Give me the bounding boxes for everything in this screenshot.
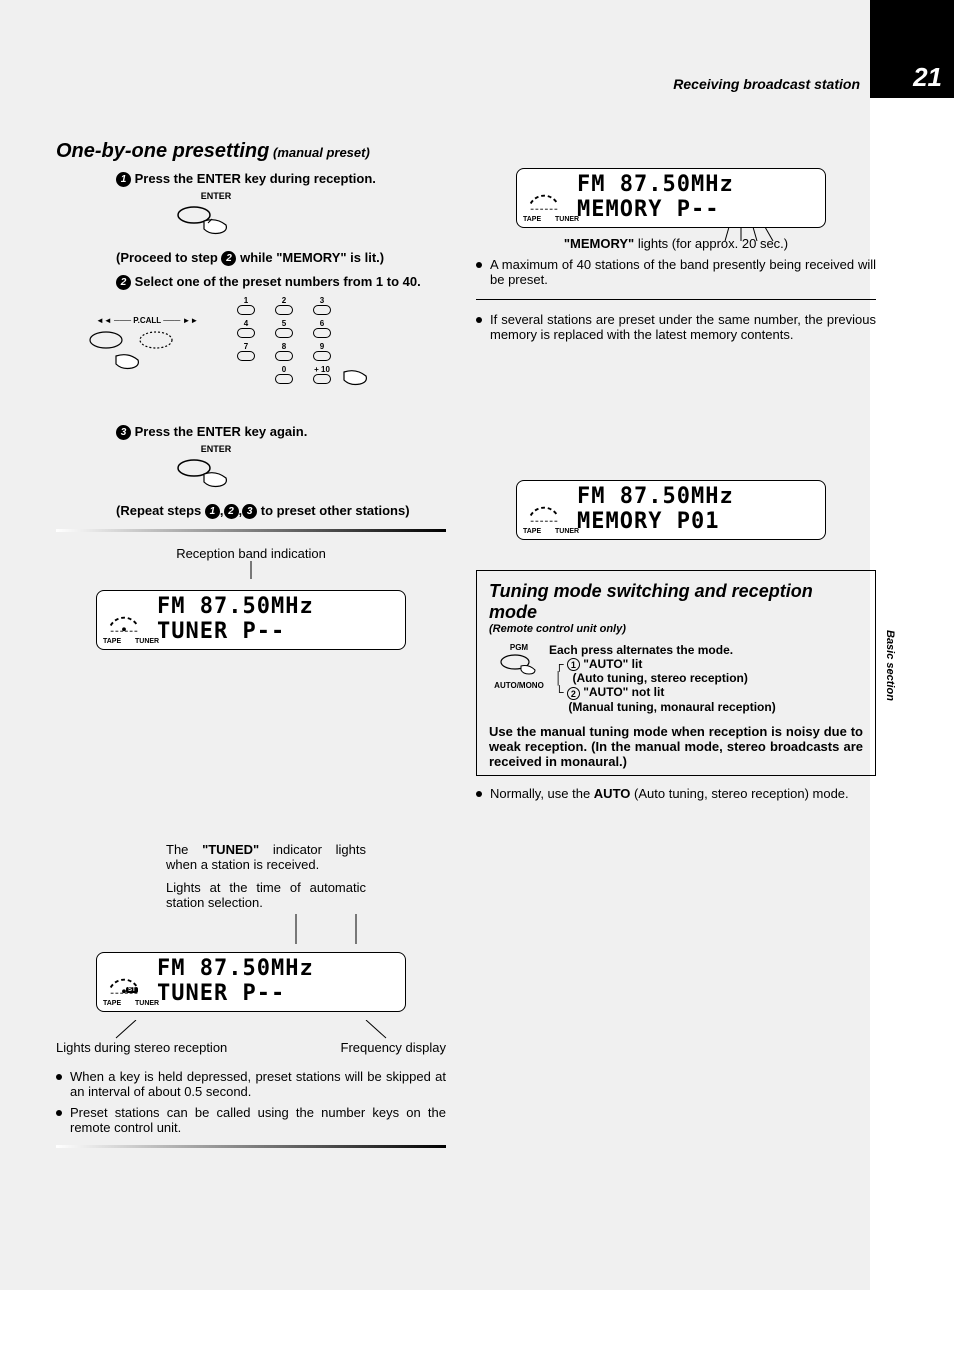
keypad-illustration: 1 2 3 4 5 6 7 8 9 0 + 10 (236, 296, 446, 384)
memory-note: "MEMORY" lights (for approx. 20 sec.) (476, 236, 876, 251)
lcd2-tuner-label: TUNER (135, 1000, 159, 1007)
lcd-display-memory-p01: FM 87.50MHz MEMORY P01 TAPE TUNER (516, 480, 826, 540)
repeat-note: (Repeat steps 1,2,3 to preset other stat… (116, 503, 446, 519)
step-1-text: Press the ENTER key during reception. (135, 171, 376, 186)
lcd2-line-1: FM 87.50MHz (157, 956, 314, 981)
divider-gradient-2 (56, 1145, 446, 1148)
left-column: One-by-one presetting (manual preset) 1 … (56, 140, 446, 1148)
step-2-number: 2 (116, 275, 131, 290)
step-2-text: Select one of the preset numbers from 1 … (135, 274, 421, 289)
lcd-tuner-label: TUNER (135, 638, 159, 645)
step-1-number: 1 (116, 172, 131, 187)
lcd-display-2: ST FM 87.50MHz TUNER P-- TAPE TUNER (96, 952, 406, 1012)
side-section-label: Basic section (884, 630, 896, 701)
lcd-display-1: FM 87.50MHz TUNER P-- TAPE TUNER (96, 590, 406, 650)
lcd-display-memory: FM 87.50MHz MEMORY P-- TAPE TUNER (516, 168, 826, 228)
lcdp-line-2: MEMORY P01 (577, 509, 719, 534)
enter-button-illustration-2 (176, 454, 256, 497)
right-bullet-1: A maximum of 40 stations of the band pre… (476, 257, 876, 287)
enter-label-1: ENTER (176, 191, 256, 201)
tuning-subtitle: (Remote control unit only) (489, 623, 863, 635)
tuning-mode-box: Tuning mode switching and reception mode… (476, 570, 876, 776)
pcall-label: ◄◄ ─── P.CALL ─── ►► (96, 316, 198, 325)
lcd2-line-2: TUNER P-- (157, 981, 285, 1006)
pcall-buttons-illustration (86, 328, 196, 381)
pgm-button-illustration: PGM AUTO/MONO (489, 643, 549, 714)
ref-step-2: 2 (221, 251, 236, 266)
lcd-tape-label: TAPE (103, 638, 121, 645)
divider-gradient-1 (56, 529, 446, 532)
stereo-annotation: Lights during stereo reception (56, 1040, 227, 1055)
mode-description: Each press alternates the mode. ┌ 1 "AUT… (549, 643, 863, 714)
tuning-title: Tuning mode switching and reception mode (489, 581, 863, 623)
frequency-annotation: Frequency display (341, 1040, 447, 1055)
display-1-caption: Reception band indication (56, 546, 446, 561)
left-bullet-1: When a key is held depressed, preset sta… (56, 1069, 446, 1099)
divider-line (476, 299, 876, 300)
lcdm-line-2: MEMORY P-- (577, 197, 719, 222)
lcdm-line-1: FM 87.50MHz (577, 172, 734, 197)
lcd-line-1: FM 87.50MHz (157, 594, 314, 619)
header-title: Receiving broadcast station (673, 76, 860, 92)
step-3-text: Press the ENTER key again. (135, 424, 308, 439)
tuning-notice: Use the manual tuning mode when receptio… (489, 724, 863, 769)
title-sub: (manual preset) (273, 145, 370, 160)
lcd-line-2: TUNER P-- (157, 619, 285, 644)
step-3-number: 3 (116, 425, 131, 440)
auto-mode-bullet: Normally, use the AUTO (Auto tuning, ste… (476, 786, 876, 801)
right-bullet-2: If several stations are preset under the… (476, 312, 876, 342)
step-1: 1 Press the ENTER key during reception. (116, 171, 446, 187)
page-number: 21 (913, 62, 942, 93)
step-1-note: (Proceed to step 2 while "MEMORY" is lit… (116, 250, 446, 266)
auto-callout: Lights at the time of automatic station … (166, 880, 366, 910)
enter-label-2: ENTER (176, 444, 256, 454)
step-2: 2 Select one of the preset numbers from … (116, 274, 446, 290)
lcdp-line-1: FM 87.50MHz (577, 484, 734, 509)
section-title: One-by-one presetting (manual preset) (56, 140, 446, 163)
st-badge: ST (126, 987, 138, 993)
title-main: One-by-one presetting (56, 140, 269, 162)
lcd2-tape-label: TAPE (103, 1000, 121, 1007)
step-3: 3 Press the ENTER key again. (116, 424, 446, 440)
enter-button-illustration-1 (176, 201, 256, 244)
left-bullet-2: Preset stations can be called using the … (56, 1105, 446, 1135)
right-column: FM 87.50MHz MEMORY P-- TAPE TUNER "MEMOR… (476, 140, 876, 801)
tuned-callout: The "TUNED" indicator lights when a stat… (166, 842, 366, 872)
